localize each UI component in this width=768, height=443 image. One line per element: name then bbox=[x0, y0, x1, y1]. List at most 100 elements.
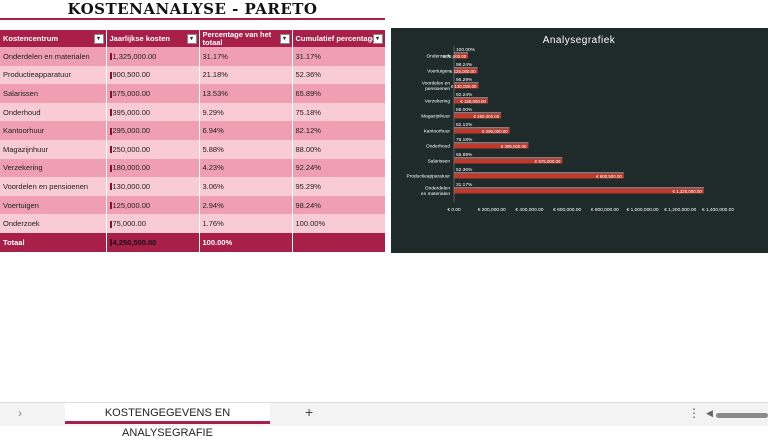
total-cumulatief[interactable] bbox=[292, 232, 386, 252]
data-bar-highlight bbox=[454, 67, 478, 69]
header-jaarlijkse-kosten[interactable]: Jaarlijkse kosten ▾ bbox=[106, 30, 200, 47]
data-bar bbox=[109, 220, 112, 228]
x-tick-label: € 200,000.00 bbox=[478, 207, 506, 213]
data-bar bbox=[454, 144, 529, 149]
cell-kosten[interactable]: 75,000.00 bbox=[106, 214, 200, 233]
cell-cumulatief[interactable]: 31.17% bbox=[292, 47, 386, 66]
cell-kosten[interactable]: 575,000.00 bbox=[106, 84, 200, 103]
cell-kostencentrum[interactable]: Voordelen en pensioenen bbox=[0, 177, 107, 196]
cell-kostencentrum[interactable]: Onderzoek bbox=[0, 214, 107, 233]
data-bar bbox=[109, 53, 112, 61]
x-tick-label: € 800,000.00 bbox=[591, 207, 619, 213]
percent-label: 100.00% bbox=[456, 47, 476, 53]
category-label: Voordelen en pensioenen bbox=[422, 81, 451, 93]
cell-percentage[interactable]: 31.17% bbox=[199, 47, 293, 66]
cell-kostencentrum[interactable]: Kantoorhuur bbox=[0, 121, 107, 140]
chevron-right-icon[interactable]: › bbox=[18, 406, 22, 420]
percent-label: 75.18% bbox=[456, 137, 473, 143]
analysis-chart[interactable]: Analysegrafiek Onderzoek 100.00% € 75,000.0… bbox=[391, 28, 768, 253]
cell-cumulatief[interactable]: 98.24% bbox=[292, 195, 386, 215]
cell-kosten[interactable]: 900,500.00 bbox=[106, 65, 200, 85]
data-bar bbox=[109, 127, 112, 135]
x-tick-label: € 600,000.00 bbox=[553, 207, 581, 213]
cell-kosten[interactable]: 1,325,000.00 bbox=[106, 47, 200, 66]
table-body: Onderdelen en materialen 1,325,000.00 31… bbox=[0, 47, 386, 252]
data-bar bbox=[454, 189, 704, 194]
cell-cumulatief[interactable]: 65.89% bbox=[292, 84, 386, 103]
cell-percentage[interactable]: 9.29% bbox=[199, 102, 293, 122]
cell-percentage[interactable]: 13.53% bbox=[199, 84, 293, 103]
data-bar bbox=[109, 90, 112, 98]
scroll-left-icon[interactable]: ◀ bbox=[706, 408, 713, 418]
header-cumulatief[interactable]: Cumulatief percentage ▾ bbox=[292, 30, 386, 47]
data-bar bbox=[454, 159, 563, 164]
cell-percentage[interactable]: 1.76% bbox=[199, 214, 293, 233]
cell-kostencentrum[interactable]: Onderdelen en materialen bbox=[0, 47, 107, 66]
data-bar bbox=[454, 54, 469, 59]
cell-cumulatief[interactable]: 95.29% bbox=[292, 177, 386, 196]
cell-percentage[interactable]: 3.06% bbox=[199, 177, 293, 196]
cell-kostencentrum[interactable]: Productieapparatuur bbox=[0, 65, 107, 85]
cell-cumulatief[interactable]: 92.24% bbox=[292, 158, 386, 178]
cell-percentage[interactable]: 5.88% bbox=[199, 139, 293, 159]
table-row: Onderzoek 75,000.00 1.76% 100.00% bbox=[0, 214, 386, 233]
cell-percentage[interactable]: 4.23% bbox=[199, 158, 293, 178]
percent-label: 92.24% bbox=[456, 92, 473, 98]
value-label: € 575,000.00 bbox=[535, 159, 561, 164]
cell-kosten[interactable]: 295,000.00 bbox=[106, 121, 200, 140]
value-label: € 130,000.00 bbox=[451, 84, 477, 89]
data-bar-highlight bbox=[454, 172, 624, 174]
cell-kostencentrum[interactable]: Voertuigen bbox=[0, 195, 107, 215]
data-bar bbox=[109, 146, 112, 154]
cell-kostencentrum[interactable]: Onderhoud bbox=[0, 102, 107, 122]
percent-label: 31.17% bbox=[456, 182, 473, 188]
cell-cumulatief[interactable]: 100.00% bbox=[292, 214, 386, 233]
x-tick-label: € 0.00 bbox=[447, 207, 461, 213]
value-label: € 1,325,000.00 bbox=[673, 189, 703, 194]
table-row: Verzekering 180,000.00 4.23% 92.24% bbox=[0, 158, 386, 178]
cell-percentage[interactable]: 6.94% bbox=[199, 121, 293, 140]
data-bar bbox=[109, 183, 112, 191]
data-bar bbox=[109, 239, 112, 247]
data-bar bbox=[454, 84, 479, 89]
cell-cumulatief[interactable]: 88.00% bbox=[292, 139, 386, 159]
category-label: Productieapparatuur bbox=[407, 174, 451, 180]
sheet-tab-bar: › KOSTENGEGEVENS EN ANALYSEGRAFIE + ⋮ ◀ bbox=[0, 402, 768, 439]
vertical-dots-icon[interactable]: ⋮ bbox=[688, 406, 700, 420]
data-bar bbox=[454, 99, 488, 104]
data-bar-highlight bbox=[454, 187, 704, 189]
cell-kostencentrum[interactable]: Magazijnhuur bbox=[0, 139, 107, 159]
table-row: Salarissen 575,000.00 13.53% 65.89% bbox=[0, 84, 386, 103]
total-label[interactable]: Totaal bbox=[0, 232, 107, 252]
cell-kosten[interactable]: 250,000.00 bbox=[106, 139, 200, 159]
horizontal-scrollbar[interactable] bbox=[716, 413, 768, 418]
cell-cumulatief[interactable]: 52.36% bbox=[292, 65, 386, 85]
x-tick-label: € 1,400,000.00 bbox=[702, 207, 734, 213]
filter-dropdown-icon[interactable]: ▾ bbox=[93, 34, 104, 44]
cost-table: Kostencentrum ▾ Jaarlijkse kosten ▾ Percen… bbox=[0, 30, 386, 252]
data-bar bbox=[454, 129, 510, 134]
plus-icon[interactable]: + bbox=[305, 404, 314, 420]
cell-percentage[interactable]: 21.18% bbox=[199, 65, 293, 85]
filter-dropdown-icon[interactable]: ▾ bbox=[372, 34, 383, 44]
total-percentage[interactable]: 100.00% bbox=[199, 232, 293, 252]
sheet-tab-active[interactable]: KOSTENGEGEVENS EN ANALYSEGRAFIE bbox=[65, 403, 270, 439]
cell-kosten[interactable]: 180,000.00 bbox=[106, 158, 200, 178]
cell-cumulatief[interactable]: 75.18% bbox=[292, 102, 386, 122]
data-bar bbox=[454, 114, 502, 119]
cell-kostencentrum[interactable]: Verzekering bbox=[0, 158, 107, 178]
table-row: Productieapparatuur 900,500.00 21.18% 52… bbox=[0, 65, 386, 85]
total-kosten[interactable]: 4,250,500.00 bbox=[106, 232, 200, 252]
table-row: Voordelen en pensioenen 130,000.00 3.06%… bbox=[0, 177, 386, 196]
filter-dropdown-icon[interactable]: ▾ bbox=[279, 34, 290, 44]
cell-kosten[interactable]: 130,000.00 bbox=[106, 177, 200, 196]
cell-cumulatief[interactable]: 82.12% bbox=[292, 121, 386, 140]
header-percentage[interactable]: Percentage van het totaal ▾ bbox=[199, 30, 293, 47]
cell-kosten[interactable]: 125,000.00 bbox=[106, 195, 200, 215]
percent-label: 98.24% bbox=[456, 62, 473, 68]
header-kostencentrum[interactable]: Kostencentrum ▾ bbox=[0, 30, 107, 47]
cell-percentage[interactable]: 2.94% bbox=[199, 195, 293, 215]
filter-dropdown-icon[interactable]: ▾ bbox=[186, 34, 197, 44]
cell-kostencentrum[interactable]: Salarissen bbox=[0, 84, 107, 103]
cell-kosten[interactable]: 395,000.00 bbox=[106, 102, 200, 122]
